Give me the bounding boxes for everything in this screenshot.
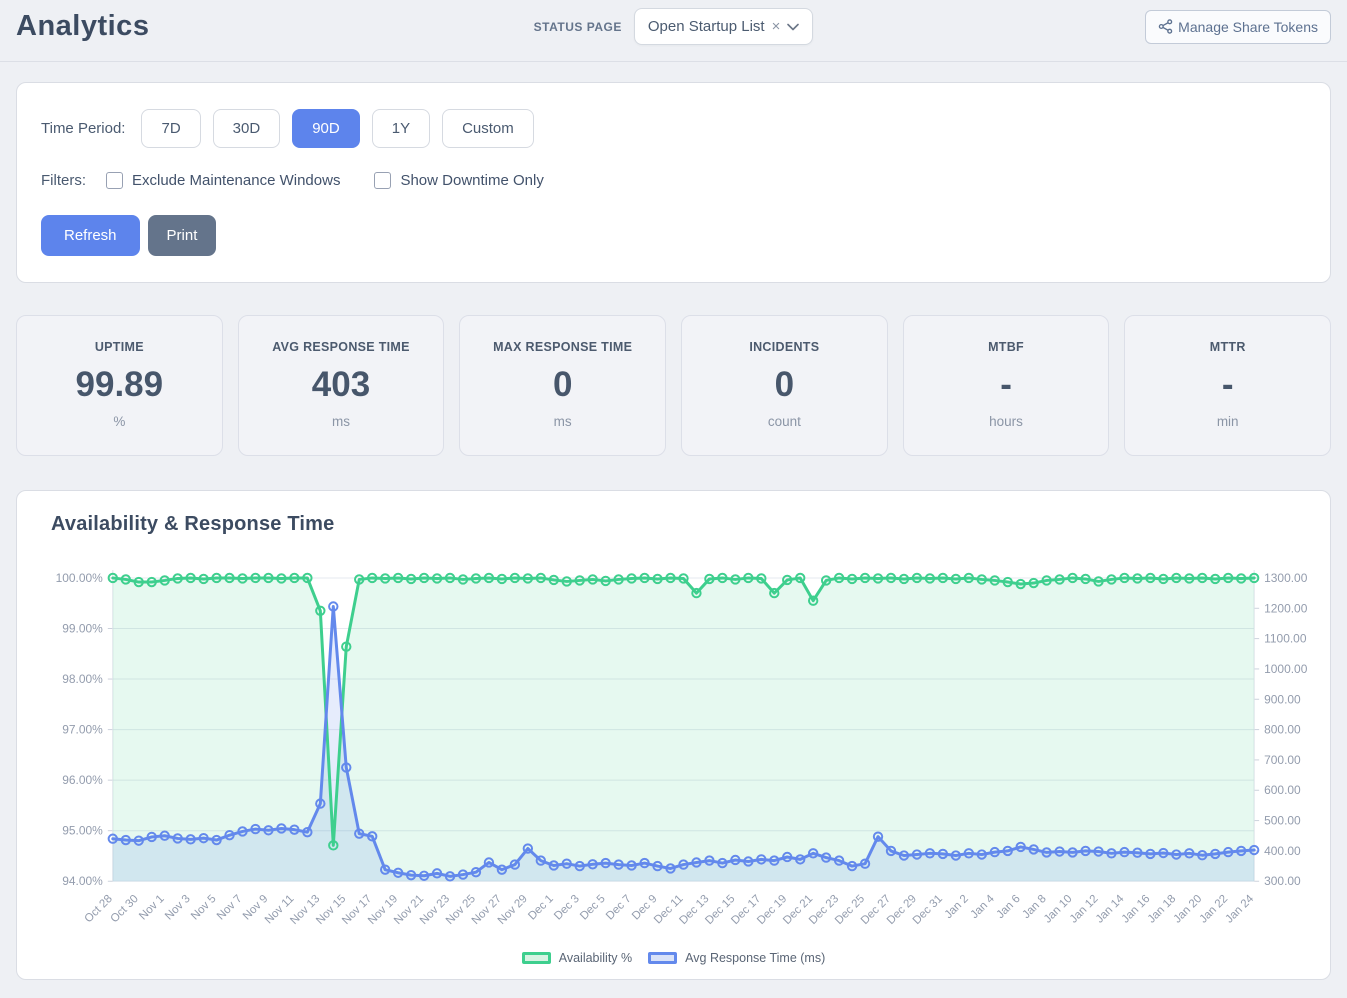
availability-swatch xyxy=(521,952,551,965)
svg-text:Jan 16: Jan 16 xyxy=(1120,893,1153,926)
svg-text:Jan 20: Jan 20 xyxy=(1172,893,1205,926)
svg-text:Dec 5: Dec 5 xyxy=(578,893,608,923)
status-page-select[interactable]: Open Startup List × xyxy=(633,8,814,45)
svg-text:94.00%: 94.00% xyxy=(62,874,103,888)
svg-text:Nov 7: Nov 7 xyxy=(215,893,245,923)
svg-text:98.00%: 98.00% xyxy=(62,672,103,686)
svg-text:1100.00: 1100.00 xyxy=(1264,632,1307,646)
chart-title: Availability & Response Time xyxy=(51,513,335,535)
period-button-30d[interactable]: 30D xyxy=(212,109,281,148)
svg-text:Jan 2: Jan 2 xyxy=(943,893,971,921)
response-time-swatch xyxy=(648,952,678,965)
status-page-selected-value: Open Startup List xyxy=(647,18,765,35)
chevron-down-icon[interactable] xyxy=(787,23,800,31)
exclude-maintenance-checkbox-input[interactable] xyxy=(106,172,123,189)
svg-text:800.00: 800.00 xyxy=(1264,723,1301,737)
filters-label: Filters: xyxy=(41,172,86,189)
svg-text:1000.00: 1000.00 xyxy=(1264,662,1308,676)
svg-text:900.00: 900.00 xyxy=(1264,692,1301,706)
svg-text:Dec 31: Dec 31 xyxy=(911,893,945,927)
availability-chart[interactable]: 94.00% 95.00% 96.00% 97.00% 98.00% 99.00% 100.… xyxy=(25,556,1322,951)
svg-text:400.00: 400.00 xyxy=(1264,844,1301,858)
svg-text:97.00%: 97.00% xyxy=(62,723,103,737)
time-period-label: Time Period: xyxy=(41,120,126,137)
share-icon xyxy=(1158,19,1173,34)
stat-card-avg-response: AVG RESPONSE TIME 403 ms xyxy=(237,315,445,456)
svg-text:100.00%: 100.00% xyxy=(56,571,104,585)
exclude-maintenance-checkbox[interactable]: Exclude Maintenance Windows xyxy=(106,172,340,189)
chart-panel: Availability & Response Time 94.00% 95.00… xyxy=(16,490,1331,981)
svg-text:Jan 12: Jan 12 xyxy=(1068,893,1101,926)
svg-text:Jan 10: Jan 10 xyxy=(1042,893,1075,926)
period-button-7d[interactable]: 7D xyxy=(141,109,201,148)
period-button-custom[interactable]: Custom xyxy=(442,109,534,148)
page-title: Analytics xyxy=(16,10,150,42)
svg-text:Nov 29: Nov 29 xyxy=(496,893,530,927)
svg-text:Dec 3: Dec 3 xyxy=(552,893,582,923)
svg-text:Oct 30: Oct 30 xyxy=(108,893,140,925)
status-page-label: STATUS PAGE xyxy=(533,19,622,34)
svg-text:96.00%: 96.00% xyxy=(62,773,103,787)
svg-text:500.00: 500.00 xyxy=(1264,814,1301,828)
svg-text:Dec 7: Dec 7 xyxy=(604,893,634,923)
svg-text:1300.00: 1300.00 xyxy=(1264,571,1308,585)
stat-card-incidents: INCIDENTS 0 count xyxy=(681,315,888,456)
svg-text:600.00: 600.00 xyxy=(1264,783,1301,797)
stat-card-uptime: UPTIME 99.89 % xyxy=(16,315,223,456)
svg-text:Nov 5: Nov 5 xyxy=(189,893,219,923)
svg-text:1200.00: 1200.00 xyxy=(1264,601,1308,615)
svg-text:Oct 28: Oct 28 xyxy=(83,893,115,925)
svg-text:Nov 3: Nov 3 xyxy=(163,893,193,923)
period-button-1y[interactable]: 1Y xyxy=(371,109,431,148)
refresh-button[interactable]: Refresh xyxy=(41,215,140,256)
legend-item-response-time[interactable]: Avg Response Time (ms) xyxy=(648,951,825,965)
svg-text:Jan 4: Jan 4 xyxy=(969,892,998,921)
stat-card-mtbf: MTBF - hours xyxy=(902,315,1110,456)
svg-text:Jan 6: Jan 6 xyxy=(994,893,1022,921)
svg-text:Jan 24: Jan 24 xyxy=(1223,892,1256,925)
svg-text:99.00%: 99.00% xyxy=(62,621,103,635)
svg-text:300.00: 300.00 xyxy=(1264,874,1301,888)
top-bar: Analytics STATUS PAGE Open Startup List … xyxy=(0,0,1347,62)
stats-row: UPTIME 99.89 % AVG RESPONSE TIME 403 ms … xyxy=(16,315,1332,456)
legend-item-availability[interactable]: Availability % xyxy=(521,951,632,965)
filter-panel: Time Period: 7D 30D 90D 1Y Custom Filter… xyxy=(16,82,1331,283)
show-downtime-checkbox-input[interactable] xyxy=(374,172,392,189)
svg-text:Nov 1: Nov 1 xyxy=(137,893,167,923)
print-button[interactable]: Print xyxy=(147,215,217,256)
stat-card-mttr: MTTR - min xyxy=(1124,315,1332,456)
svg-text:Dec 1: Dec 1 xyxy=(526,893,556,923)
period-button-90d[interactable]: 90D xyxy=(292,109,360,148)
svg-text:700.00: 700.00 xyxy=(1264,753,1301,767)
chart-legend: Availability % Avg Response Time (ms) xyxy=(25,951,1322,965)
svg-text:95.00%: 95.00% xyxy=(62,824,103,838)
clear-icon[interactable]: × xyxy=(771,18,781,35)
stat-card-max-response: MAX RESPONSE TIME 0 ms xyxy=(459,315,667,456)
svg-text:Jan 18: Jan 18 xyxy=(1146,893,1179,926)
svg-text:Jan 22: Jan 22 xyxy=(1197,893,1230,926)
manage-share-tokens-button[interactable]: Manage Share Tokens xyxy=(1145,9,1332,44)
show-downtime-checkbox[interactable]: Show Downtime Only xyxy=(374,172,544,189)
